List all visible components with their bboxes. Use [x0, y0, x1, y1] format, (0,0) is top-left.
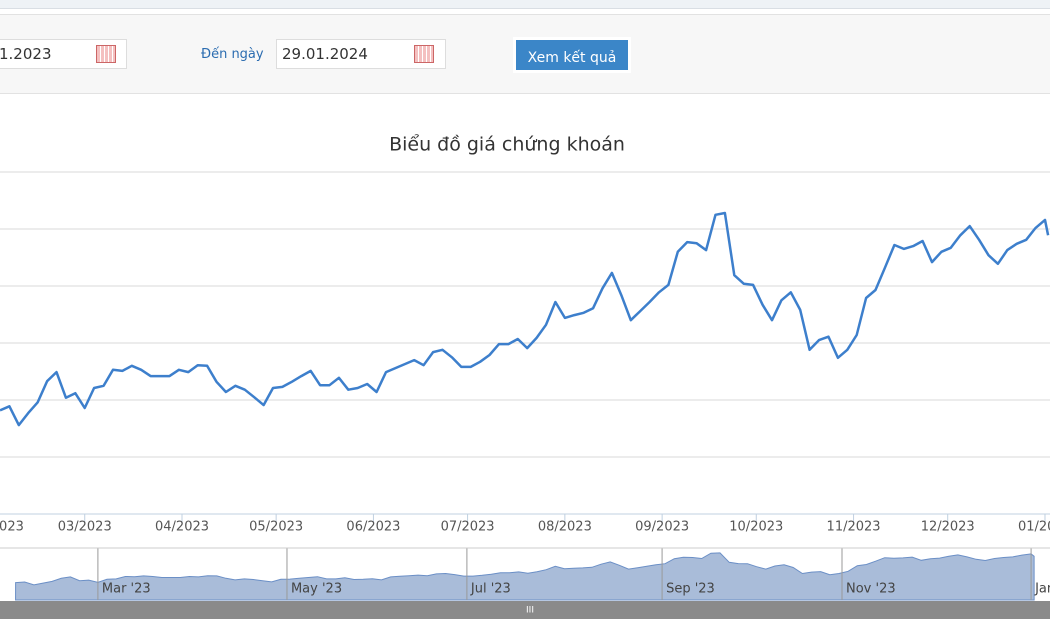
x-tick-label: 12/2023 [921, 520, 975, 535]
navigator-label: Mar '23 [102, 582, 151, 597]
from-date-value: 1.2023 [0, 45, 52, 63]
x-tick-label: 04/2023 [155, 520, 209, 535]
x-tick-label: 10/2023 [729, 520, 783, 535]
calendar-icon[interactable] [414, 45, 434, 63]
navigator-label: May '23 [291, 582, 342, 597]
x-tick-label: 03/2023 [58, 520, 112, 535]
scrollbar[interactable] [0, 601, 1050, 619]
x-tick-label: 08/2023 [538, 520, 592, 535]
scrollbar-grip: III [526, 606, 534, 616]
date-form: 1.2023 Đến ngày 29.01.2024 Xem kết quả [0, 14, 1050, 94]
x-tick-label: 07/2023 [441, 520, 495, 535]
navigator-area [15, 552, 1035, 601]
x-tick-label: 09/2023 [635, 520, 689, 535]
navigator-label: Sep '23 [666, 582, 715, 597]
x-tick-label: 06/2023 [346, 520, 400, 535]
navigator-label: Jan '24 [1034, 582, 1050, 597]
x-tick-label: 01/2024 [1018, 520, 1050, 535]
submit-button[interactable]: Xem kết quả [513, 37, 631, 73]
x-tick-label: 11/2023 [827, 520, 881, 535]
navigator-label: Jul '23 [470, 582, 511, 597]
to-date-label: Đến ngày [201, 47, 264, 62]
to-date-input[interactable]: 29.01.2024 [276, 39, 446, 69]
from-date-input[interactable]: 1.2023 [0, 39, 127, 69]
to-date-value: 29.01.2024 [282, 45, 368, 63]
top-strip [0, 0, 1050, 9]
chart-title: Biểu đồ giá chứng khoán [389, 134, 625, 156]
price-line [0, 211, 1050, 427]
x-tick-label: 05/2023 [249, 520, 303, 535]
navigator-label: Nov '23 [846, 582, 896, 597]
calendar-icon[interactable] [96, 45, 116, 63]
x-tick-label: 02/2023 [0, 520, 24, 535]
